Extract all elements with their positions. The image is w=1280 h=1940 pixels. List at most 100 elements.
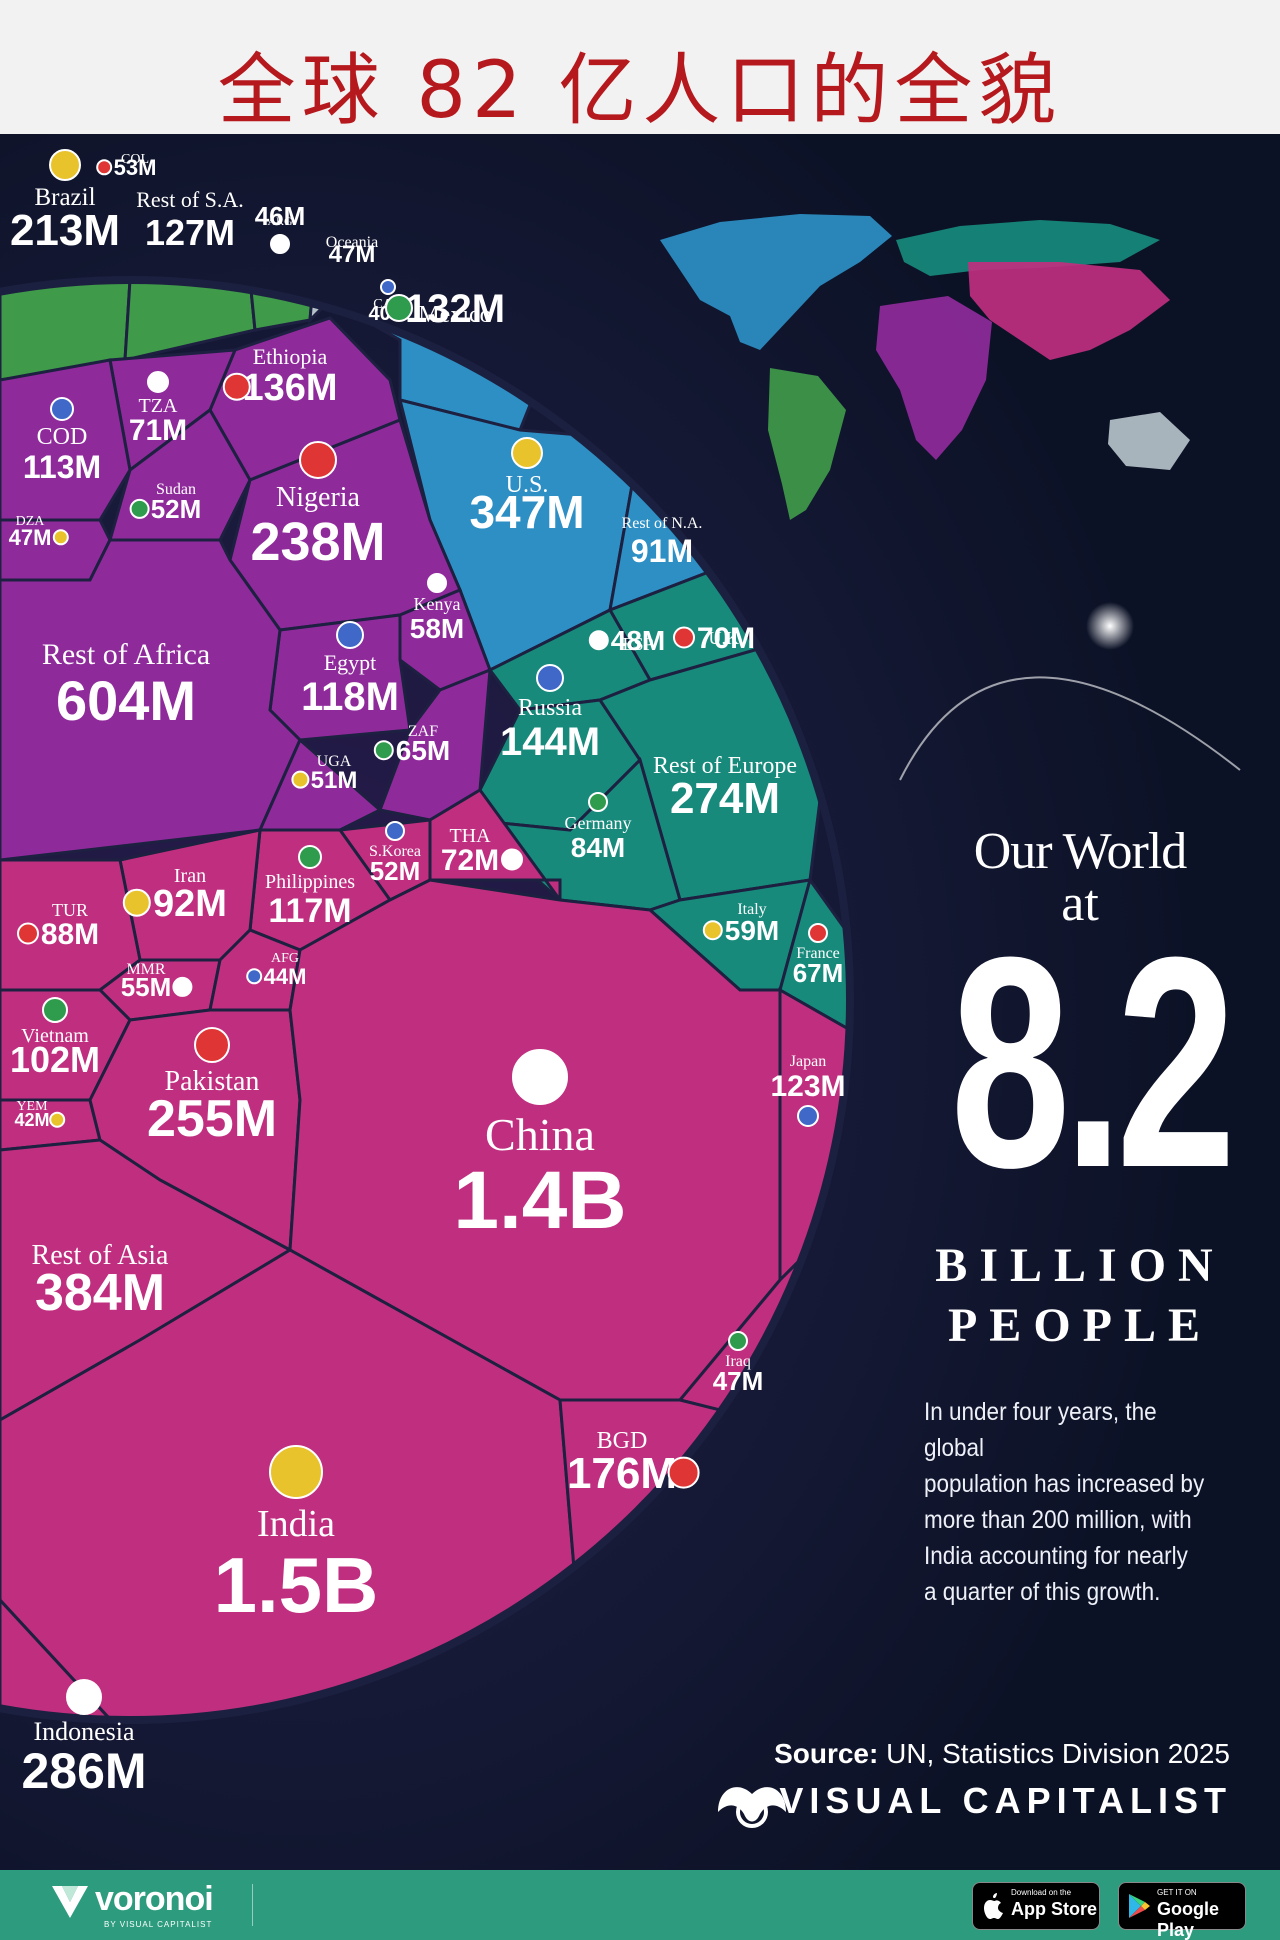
cell-value-label: 71M <box>129 414 187 447</box>
cell-value-label: 136M <box>242 367 337 409</box>
country-flag-icon <box>588 792 608 812</box>
cell-name-label: Rest of N.A. <box>622 515 703 532</box>
country-flag-icon <box>299 441 337 479</box>
cell-name-label: Rest of Africa <box>42 638 210 671</box>
google-play-button[interactable]: GET IT ON Google Play <box>1118 1882 1246 1940</box>
cell-name-label: DZA <box>16 514 46 529</box>
voronoi-cell <box>0 280 137 382</box>
headline-number: 8.2 <box>950 894 1236 1230</box>
country-flag-icon <box>380 279 396 295</box>
cell-name-label: Egypt <box>324 650 377 675</box>
summary-line: In under four years, the global <box>924 1398 1157 1462</box>
cell-name-label: Japan <box>790 1053 826 1070</box>
google-play-label: Google Play <box>1157 1899 1219 1940</box>
google-play-icon <box>1129 1894 1150 1918</box>
continent-shape <box>876 296 992 460</box>
voronoi-cell <box>0 1596 244 1720</box>
cell-name-label: UGA <box>317 753 352 770</box>
continent-shape <box>896 220 1160 276</box>
headline-unit1: BILLION <box>935 1239 1225 1292</box>
country-flag-icon <box>194 1027 230 1063</box>
banner: 全球 82 亿人口的全貌 <box>0 0 1280 136</box>
continent-shape <box>968 262 1170 360</box>
cell-value-label: 59M <box>725 915 779 946</box>
country-flag-icon <box>246 968 263 985</box>
cell-value-label: 127M <box>145 212 235 253</box>
cell-value-label: 51M <box>311 767 358 794</box>
cell-name-label: TZA <box>139 395 178 417</box>
source-text: UN, Statistics Division 2025 <box>886 1738 1230 1769</box>
country-flag-icon <box>122 888 151 917</box>
cell-name-label: MMR <box>126 961 165 978</box>
cell-value-label: 384M <box>35 1264 165 1322</box>
country-flag-icon <box>42 997 68 1023</box>
country-flag-icon <box>298 845 322 869</box>
voronoi-sub: BY VISUAL CAPITALIST <box>104 1920 213 1929</box>
cell-value-label: 144M <box>500 720 600 764</box>
cell-value-label: 55M <box>121 972 172 1002</box>
cell-name-label: U.S. <box>506 472 549 498</box>
continent-shape <box>660 214 892 350</box>
cell-value-label: 58M <box>410 613 464 644</box>
cell-value-label: 42M <box>14 1110 49 1130</box>
headline-line1: Our World <box>973 823 1188 880</box>
cell-name-label: Germany <box>565 813 632 833</box>
cell-name-label: Rest of Asia <box>32 1240 169 1271</box>
headline-unit2: PEOPLE <box>947 1299 1213 1352</box>
cell-name-label: Mexico <box>418 302 491 328</box>
summary-line: a quarter of this growth. <box>924 1578 1161 1606</box>
source-note: Source: UN, Statistics Division 2025 <box>774 1738 1230 1770</box>
cell-value-label: 604M <box>56 669 196 732</box>
cell-name-label: YEM <box>16 1099 48 1114</box>
cell-value-label: 91M <box>631 533 693 569</box>
cell-name-label: Philippines <box>265 871 355 893</box>
app-store-small: Download on the <box>1011 1888 1072 1897</box>
summary-line: India accounting for nearly <box>924 1542 1188 1570</box>
country-flag-icon <box>808 923 828 943</box>
cell-name-label: Indonesia <box>33 1717 135 1746</box>
cell-value-label: 255M <box>147 1090 277 1148</box>
apple-icon <box>984 1893 1003 1919</box>
cell-value-label: 52M <box>151 494 202 524</box>
country-flag-icon <box>373 740 394 761</box>
infographic: Brazil 213M COL 53M Rest of S.A. 127M ARG 46M Oc… <box>0 134 1280 1870</box>
cell-value-label: 70M <box>697 622 755 655</box>
cell-value-label: 176M <box>567 1449 677 1498</box>
country-flag-icon <box>797 1105 819 1127</box>
cell-value-label: 46M <box>255 201 306 231</box>
cell-name-label: Pakistan <box>165 1066 260 1097</box>
country-flag-icon <box>536 664 564 692</box>
headline-line2: at <box>1061 875 1099 932</box>
cell-name-label: Kenya <box>414 594 461 614</box>
cell-value-label: 47M <box>329 241 376 268</box>
country-flag-icon <box>269 1445 323 1499</box>
cell-name-label: ESP <box>622 634 653 654</box>
cell-value-label: 53M <box>114 155 157 180</box>
cell-name-label: Italy <box>737 901 766 918</box>
cell-value-label: 48M <box>611 625 665 656</box>
cell-value-label: 286M <box>21 1743 146 1799</box>
cell-name-label: U.K. <box>709 628 744 648</box>
cell-value-label: 52M <box>370 856 421 886</box>
cell-value-label: 65M <box>396 735 450 766</box>
cell-name-label: THA <box>449 825 491 847</box>
cell-name-label: ZAF <box>408 723 438 740</box>
country-flag-icon <box>222 372 251 401</box>
cell-value-label: 213M <box>10 206 120 255</box>
country-flag-icon <box>501 848 523 871</box>
cell-name-label: COL <box>121 152 149 167</box>
voronoi-cell <box>0 358 132 522</box>
country-flag-icon <box>50 397 74 421</box>
world-map-graphic <box>660 214 1190 520</box>
summary-line: more than 200 million, with <box>924 1506 1192 1534</box>
cell-value-label: 274M <box>670 774 780 823</box>
cell-name-label: Sudan <box>156 481 196 498</box>
app-store-button[interactable]: Download on the App Store <box>972 1882 1100 1930</box>
country-flag-icon <box>172 976 193 997</box>
cell-name-label: COD <box>37 424 88 450</box>
country-flag-icon <box>511 437 543 469</box>
cell-name-label: Oceania <box>326 234 378 251</box>
country-flag-icon <box>512 1049 568 1105</box>
